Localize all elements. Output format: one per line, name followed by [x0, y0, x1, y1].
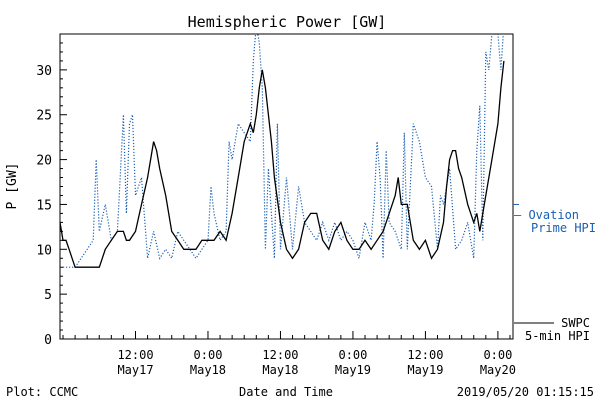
series-swpc-5min-hpi: [60, 60, 505, 268]
x-tick-label-date: May18: [262, 363, 298, 377]
x-tick-label-date: May18: [190, 363, 226, 377]
x-axis-ticks: 12:00May170:00May1812:00May180:00May1912…: [62, 331, 516, 377]
x-tick-label-date: May19: [335, 363, 371, 377]
y-tick-label: 20: [36, 154, 52, 169]
x-tick-label-time: 0:00: [483, 348, 512, 362]
series-layer: [60, 34, 505, 268]
y-axis-label: P [GW]: [5, 163, 20, 210]
plot-credit: Plot: CCMC: [6, 385, 78, 399]
x-tick-label-date: May20: [480, 363, 516, 377]
x-tick-label-date: May17: [117, 363, 153, 377]
timestamp: 2019/05/20 01:15:15: [457, 385, 594, 399]
chart-title: Hemispheric Power [GW]: [188, 13, 387, 31]
y-tick-label: 15: [36, 198, 52, 213]
x-tick-label-time: 12:00: [407, 348, 443, 362]
y-tick-label: 30: [36, 64, 52, 79]
x-tick-label-time: 0:00: [338, 348, 367, 362]
legend-ovation-line2: Prime HPI: [531, 221, 596, 235]
plot-frame: [59, 33, 514, 340]
y-tick-label: 0: [44, 333, 52, 348]
legend-swpc-line2: 5-min HPI: [525, 329, 590, 343]
x-tick-label-time: 12:00: [262, 348, 298, 362]
legend-swpc-line1: SWPC: [561, 316, 590, 330]
legend-ovation-line1: — Ovation: [514, 208, 579, 222]
y-tick-label: 5: [44, 288, 52, 303]
x-axis-label: Date and Time: [239, 385, 333, 399]
x-tick-label-date: May19: [407, 363, 443, 377]
y-tick-label: 10: [36, 243, 52, 258]
series-ovation-prime-hpi: [60, 34, 504, 268]
x-tick-label-time: 0:00: [194, 348, 223, 362]
y-tick-label: 25: [36, 109, 52, 124]
x-tick-label-time: 12:00: [117, 348, 153, 362]
y-axis-ticks: 0 5 10 15 20 25 30: [36, 33, 67, 348]
